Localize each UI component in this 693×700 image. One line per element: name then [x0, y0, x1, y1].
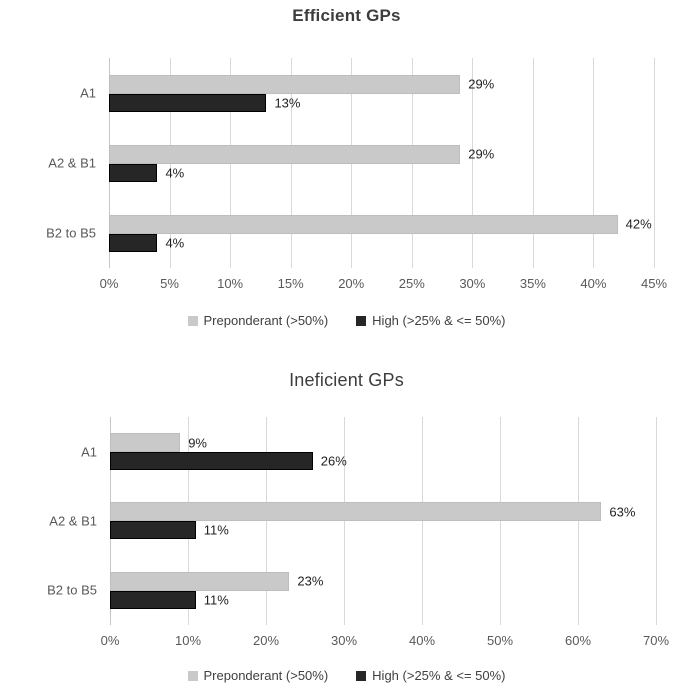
category-group: B2 to B5 23% 11% [47, 556, 656, 625]
chart-inefficient-gps: Ineficient GPs 0% 10% 20% 30% 40% 50% 60% 70% A1… [0, 350, 693, 700]
value-label: 13% [274, 95, 301, 110]
category-label: B2 to B5 [47, 582, 97, 598]
legend-label: High (>25% & <= 50%) [372, 313, 506, 328]
x-tick-label: 45% [640, 276, 668, 291]
gridline [593, 58, 595, 268]
legend-item: High (>25% & <= 50%) [356, 313, 506, 328]
x-tick-label: 0% [100, 633, 120, 648]
bar-high [110, 452, 313, 471]
bar-high [110, 590, 196, 609]
value-label: 26% [320, 453, 347, 469]
category-group: A2 & B1 29% 4% [48, 128, 654, 198]
gridline [532, 58, 534, 268]
value-label: 42% [625, 216, 652, 232]
value-label: 29% [468, 76, 495, 92]
value-label: 11% [203, 592, 229, 608]
legend-label: High (>25% & <= 50%) [372, 668, 506, 683]
bar-preponderant [110, 502, 602, 522]
value-label: 29% [468, 146, 495, 162]
x-tick-label: 20% [338, 276, 365, 291]
legend-swatch [356, 670, 367, 681]
gridline [656, 417, 657, 625]
category-label: A1 [81, 444, 97, 460]
chart-title: Efficient GPs [292, 6, 401, 25]
value-label: 23% [297, 573, 324, 589]
value-label: 9% [188, 435, 207, 451]
value-label: 4% [165, 235, 185, 250]
category-group: A2 & B1 63% 11% [49, 486, 656, 555]
category-label: A2 & B1 [48, 155, 96, 171]
bar-row: 42% [109, 214, 654, 234]
value-label: 11% [203, 522, 229, 538]
legend-label: Preponderant (>50%) [203, 668, 329, 683]
bar-high [109, 233, 158, 252]
x-tick-label: 35% [519, 276, 546, 291]
legend-item: Preponderant (>50%) [187, 313, 329, 328]
x-tick-label: 30% [330, 633, 358, 648]
chart-title: Ineficient GPs [289, 370, 404, 390]
bar-row: 23% [110, 571, 656, 591]
bar-row: 29% [109, 74, 654, 94]
legend-item: Preponderant (>50%) [187, 668, 329, 683]
bar-row: 4% [109, 233, 654, 252]
bar-preponderant [109, 214, 618, 234]
bar-high [110, 521, 196, 540]
x-tick-label: 15% [277, 276, 304, 291]
legend-item: High (>25% & <= 50%) [356, 668, 506, 683]
legend-swatch [187, 670, 198, 681]
bar-row: 29% [109, 144, 654, 164]
bar-preponderant [110, 571, 290, 591]
bar-preponderant [109, 74, 461, 94]
value-label: 63% [609, 504, 636, 520]
category-label: A2 & B1 [49, 513, 97, 529]
category-group: A1 29% 13% [80, 58, 654, 128]
x-tick-label: 50% [486, 633, 514, 648]
value-label: 4% [165, 165, 185, 180]
legend-swatch [356, 315, 367, 326]
legend: Preponderant (>50%) High (>25% & <= 50%) [0, 313, 693, 328]
plot-area: 0% 5% 10% 15% 20% 25% 30% 35% 40% 45% A1 29% 13% A2 &… [46, 58, 667, 291]
x-tick-label: 10% [174, 633, 202, 648]
bar-row: 63% [110, 502, 656, 522]
legend-swatch [187, 315, 198, 326]
bar-row: 4% [109, 163, 654, 182]
x-tick-label: 5% [160, 276, 179, 291]
plot-area: 0% 10% 20% 30% 40% 50% 60% 70% A1 9% 26% A2 & B1 63%… [47, 417, 669, 648]
bar-preponderant [109, 144, 461, 164]
bar-row: 13% [109, 93, 654, 112]
legend: Preponderant (>50%) High (>25% & <= 50%) [0, 668, 693, 683]
chart-efficient-gps: Efficient GPs 0% 5% 10% 15% 20% 25% 30% 35% 40% 4… [0, 6, 693, 328]
bar-row: 11% [110, 590, 656, 609]
bar-row: 26% [110, 452, 656, 471]
gridline [654, 58, 655, 268]
gridline [472, 58, 474, 268]
x-tick-label: 40% [580, 276, 607, 291]
bar-row: 11% [110, 521, 656, 540]
category-group: B2 to B5 42% 4% [46, 198, 654, 268]
bar-preponderant [110, 433, 181, 453]
category-label: B2 to B5 [46, 225, 96, 241]
legend-label: Preponderant (>50%) [203, 313, 329, 328]
x-tick-label: 40% [408, 633, 436, 648]
x-tick-label: 10% [217, 276, 244, 291]
x-tick-label: 20% [252, 633, 280, 648]
x-tick-label: 0% [99, 276, 119, 291]
bar-high [109, 93, 267, 112]
bar-row: 9% [110, 433, 656, 453]
category-group: A1 9% 26% [81, 417, 656, 486]
x-tick-label: 70% [642, 633, 670, 648]
bar-high [109, 163, 158, 182]
x-tick-label: 25% [398, 276, 425, 291]
x-tick-label: 30% [459, 276, 486, 291]
x-tick-label: 60% [564, 633, 592, 648]
category-label: A1 [80, 85, 96, 101]
